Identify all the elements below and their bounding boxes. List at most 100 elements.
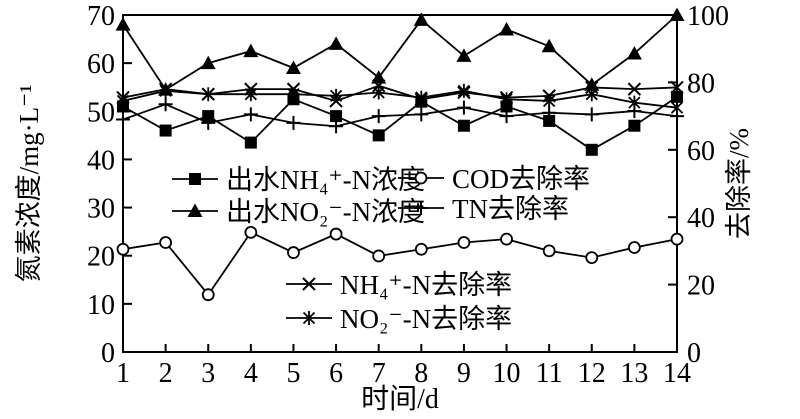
- triangle-marker: [371, 70, 387, 84]
- square-marker: [543, 114, 556, 127]
- circle-marker: [329, 227, 343, 241]
- x-tick-label: 3: [201, 358, 215, 389]
- series-line: [122, 103, 678, 128]
- asterisk-marker: [415, 90, 428, 105]
- legend-label: NO₂⁻-N去除率: [340, 304, 512, 334]
- square-marker: [159, 124, 172, 137]
- triangle-marker: [187, 203, 203, 217]
- plot-border: [122, 14, 678, 353]
- circle-marker: [670, 232, 684, 246]
- left-axis: 0 10 20 30 40 50 60 70: [87, 1, 132, 369]
- x-marker: [302, 277, 316, 291]
- series-line: [122, 89, 678, 109]
- asterisk-marker: [202, 87, 215, 102]
- plus-marker: [542, 105, 557, 120]
- circle-marker: [585, 251, 599, 265]
- circle-marker: [244, 225, 258, 239]
- circle-marker: [457, 236, 471, 249]
- circle-marker: [116, 242, 130, 256]
- square-marker: [585, 143, 598, 156]
- plus-marker: [499, 109, 514, 124]
- triangle-marker: [626, 46, 642, 60]
- x-tick-label: 2: [159, 358, 173, 389]
- triangle-marker: [328, 36, 344, 50]
- circle-marker: [414, 242, 428, 256]
- circle-marker: [201, 288, 215, 302]
- triangle-marker: [499, 21, 515, 36]
- legend-item: 出水NH₄⁺-N浓度: [172, 165, 425, 195]
- circle-marker: [159, 236, 173, 249]
- left-tick-label: 50: [87, 97, 115, 128]
- asterisk-marker: [287, 87, 300, 102]
- x-tick-label: 4: [244, 358, 258, 389]
- legend-item: 出水NO₂⁻-N浓度: [172, 197, 425, 227]
- left-tick-label: 10: [87, 290, 115, 321]
- circle-marker: [414, 171, 428, 185]
- legend-label: NH₄⁺-N去除率: [340, 270, 512, 300]
- square-marker: [244, 136, 257, 149]
- legend-label: 出水NO₂⁻-N浓度: [226, 197, 425, 227]
- x-tick-label: 6: [329, 358, 343, 389]
- asterisk-marker: [500, 92, 513, 107]
- legend-item: NO₂⁻-N去除率: [286, 304, 512, 334]
- right-tick-label: 40: [687, 203, 715, 234]
- x-tick-label: 12: [578, 358, 606, 389]
- right-axis: 0 20 40 60 80 100: [668, 1, 729, 369]
- left-tick-label: 60: [87, 49, 115, 80]
- legend-item: COD去除率: [398, 164, 590, 194]
- plus-marker: [158, 97, 173, 112]
- series-line: [122, 96, 678, 151]
- asterisk-marker: [159, 83, 172, 98]
- plus-marker: [201, 115, 216, 130]
- asterisk-marker: [628, 95, 641, 110]
- asterisk-marker: [457, 83, 471, 98]
- x-tick-label: 14: [663, 358, 691, 389]
- asterisk-marker: [244, 87, 257, 102]
- right-axis-title: 去除率/%: [724, 128, 754, 239]
- axes: [122, 14, 678, 353]
- right-tick-label: 100: [687, 1, 729, 32]
- asterisk-marker: [302, 311, 316, 325]
- plus-marker: [286, 115, 301, 130]
- square-marker: [457, 119, 470, 132]
- asterisk-marker: [543, 93, 556, 108]
- asterisk-marker: [585, 87, 598, 102]
- plus-marker: [116, 112, 130, 127]
- asterisk-marker: [670, 100, 684, 115]
- right-tick-label: 0: [687, 338, 701, 369]
- square-marker: [189, 173, 201, 185]
- left-axis-title: 氮素浓度/mg·L⁻¹: [14, 85, 44, 283]
- x-tick-label: 1: [116, 358, 130, 389]
- right-tick-label: 20: [687, 271, 715, 302]
- x-tick-label: 9: [457, 358, 471, 389]
- right-tick-label: 60: [687, 136, 715, 167]
- series-line: [122, 231, 678, 297]
- triangle-marker: [243, 43, 259, 58]
- series-line: [122, 14, 678, 91]
- plus-marker: [584, 107, 599, 122]
- asterisk-marker: [372, 85, 385, 100]
- square-marker: [372, 129, 385, 142]
- x-marker: [627, 82, 642, 96]
- triangle-marker: [285, 60, 301, 74]
- x-tick-label: 5: [286, 358, 300, 389]
- legend-label: TN去除率: [452, 194, 569, 224]
- left-tick-label: 70: [87, 1, 115, 32]
- legend-label: COD去除率: [452, 164, 590, 194]
- x-tick-label: 11: [536, 358, 563, 389]
- x-axis-title: 时间/d: [361, 383, 439, 415]
- left-tick-label: 40: [87, 145, 115, 176]
- x-tick-label: 13: [620, 358, 648, 389]
- triangle-marker: [200, 55, 216, 70]
- asterisk-marker: [329, 88, 343, 103]
- circle-marker: [500, 232, 513, 246]
- x-tick-label: 7: [372, 358, 386, 389]
- plus-marker: [414, 201, 428, 215]
- triangle-marker: [413, 12, 429, 26]
- series-1: [115, 7, 685, 96]
- square-marker: [628, 119, 641, 132]
- triangle-marker: [456, 48, 472, 62]
- x-tick-label: 10: [493, 358, 521, 389]
